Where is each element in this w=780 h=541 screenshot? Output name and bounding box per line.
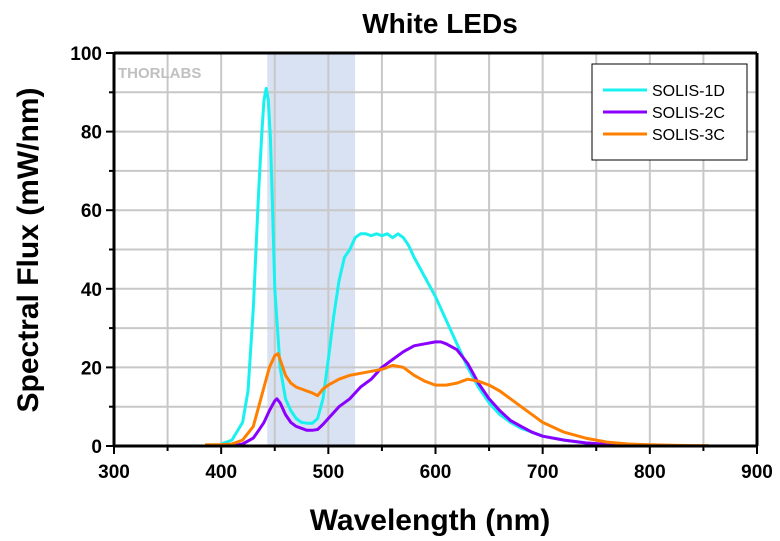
legend-label-solis-1d: SOLIS-1D	[652, 83, 725, 100]
x-tick-label: 800	[634, 462, 666, 483]
series-line-solis-1d	[220, 86, 650, 448]
y-axis-label: Spectral Flux (mW/nm)	[12, 87, 45, 412]
x-tick-label: 500	[312, 462, 344, 483]
legend: SOLIS-1D SOLIS-2C SOLIS-3C	[591, 63, 748, 161]
y-tick-label: 40	[81, 280, 102, 301]
x-axis-label: Wavelength (nm)	[310, 504, 551, 537]
x-tick-label: 600	[420, 462, 452, 483]
series-lines	[205, 86, 709, 448]
axes	[106, 51, 759, 454]
series-line-solis-3c	[205, 352, 709, 448]
chart-title: White LEDs	[362, 8, 518, 39]
x-tick-label: 300	[98, 462, 130, 483]
watermark-logo: THORLABS	[118, 65, 201, 82]
x-tick-labels: 300 400 500 600 700 800 900	[98, 462, 773, 483]
legend-label-solis-3c: SOLIS-3C	[652, 127, 725, 144]
legend-label-solis-2c: SOLIS-2C	[652, 105, 725, 122]
y-tick-labels: 0 20 40 60 80 100	[70, 44, 102, 458]
y-tick-label: 60	[81, 201, 102, 222]
series-line-solis-2c	[231, 340, 650, 448]
y-tick-label: 100	[70, 44, 102, 65]
x-tick-label: 400	[205, 462, 237, 483]
y-tick-label: 20	[81, 358, 102, 379]
x-tick-label: 900	[741, 462, 773, 483]
y-tick-label: 80	[81, 123, 102, 144]
x-tick-label: 700	[527, 462, 559, 483]
y-tick-label: 0	[91, 437, 102, 458]
